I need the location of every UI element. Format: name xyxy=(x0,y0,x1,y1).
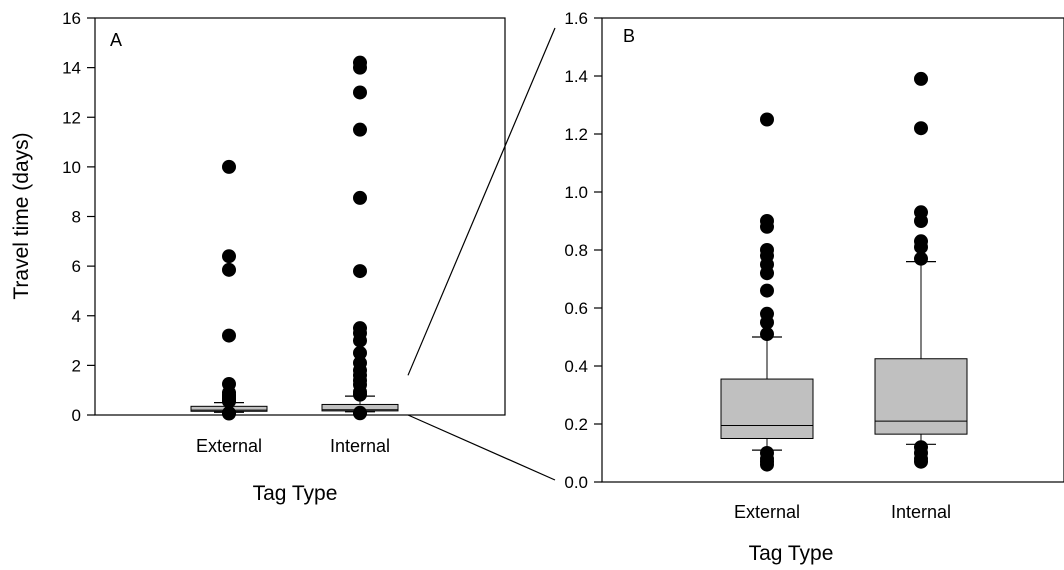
panel-b: 0.0 0.2 0.4 0.6 0.8 1.0 1.2 1.4 1.6 External Inter… xyxy=(564,9,1064,565)
x-category-label: Internal xyxy=(891,502,951,522)
zoom-line-lower xyxy=(407,414,556,481)
outlier-point xyxy=(760,306,774,321)
outlier-point xyxy=(353,122,367,137)
outlier-point xyxy=(914,440,928,455)
outlier-point xyxy=(914,121,928,136)
y-tick-label: 0 xyxy=(72,406,81,425)
outlier-point xyxy=(222,376,236,391)
y-tick-label: 4 xyxy=(72,307,81,326)
y-tick-label: 14 xyxy=(62,59,81,78)
outlier-point xyxy=(353,264,367,279)
y-tick-label: 1.6 xyxy=(564,9,588,28)
y-tick-label: 0.0 xyxy=(564,473,588,492)
y-tick-label: 2 xyxy=(72,356,81,375)
x-category-label: External xyxy=(734,502,800,522)
x-category-label: External xyxy=(196,436,262,456)
zoom-connector-lines xyxy=(407,27,556,481)
x-category-label: Internal xyxy=(330,436,390,456)
outlier-point xyxy=(760,112,774,127)
y-tick-label: 10 xyxy=(62,158,81,177)
outlier-point xyxy=(353,355,367,370)
y-tick-label: 12 xyxy=(62,108,81,127)
y-tick-label: 0.8 xyxy=(564,241,588,260)
y-tick-label: 0.6 xyxy=(564,299,588,318)
y-tick-label: 0.4 xyxy=(564,357,588,376)
outlier-point xyxy=(353,55,367,70)
outlier-point xyxy=(914,205,928,220)
outlier-point xyxy=(760,327,774,342)
x-axis-title: Tag Type xyxy=(253,482,338,505)
panel-label: B xyxy=(623,26,635,46)
y-tick-label: 8 xyxy=(72,208,81,227)
x-axis-title: Tag Type xyxy=(749,542,834,565)
panel-a: 0 2 4 6 8 10 12 14 16 External Internal Tag Type Tra… xyxy=(10,9,506,505)
outlier-point xyxy=(222,328,236,343)
outlier-point xyxy=(353,321,367,336)
outlier-point xyxy=(353,190,367,205)
y-tick-label: 16 xyxy=(62,9,81,28)
y-tick-label: 1.2 xyxy=(564,125,588,144)
y-tick-label: 1.0 xyxy=(564,183,588,202)
outlier-point xyxy=(222,262,236,277)
outlier-point xyxy=(760,446,774,460)
y-tick-label: 6 xyxy=(72,257,81,276)
y-axis-title: Travel time (days) xyxy=(10,132,33,299)
outlier-point xyxy=(353,405,367,420)
outlier-point xyxy=(914,234,928,249)
panel-label: A xyxy=(110,30,122,50)
outlier-point xyxy=(760,243,774,257)
y-tick-label: 1.4 xyxy=(564,67,588,86)
outlier-point xyxy=(222,406,236,421)
outlier-point xyxy=(760,214,774,228)
outlier-point xyxy=(353,345,367,360)
outlier-point xyxy=(222,249,236,264)
plot-frame xyxy=(94,17,506,416)
outlier-point xyxy=(914,251,928,266)
outlier-point xyxy=(914,71,928,86)
box-external xyxy=(720,378,814,439)
outlier-point xyxy=(222,159,236,174)
box-internal xyxy=(874,358,968,435)
outlier-point xyxy=(760,283,774,298)
outlier-point xyxy=(353,85,367,100)
y-tick-label: 0.2 xyxy=(564,415,588,434)
plot-frame xyxy=(601,17,1064,483)
zoom-line-upper xyxy=(407,27,556,376)
